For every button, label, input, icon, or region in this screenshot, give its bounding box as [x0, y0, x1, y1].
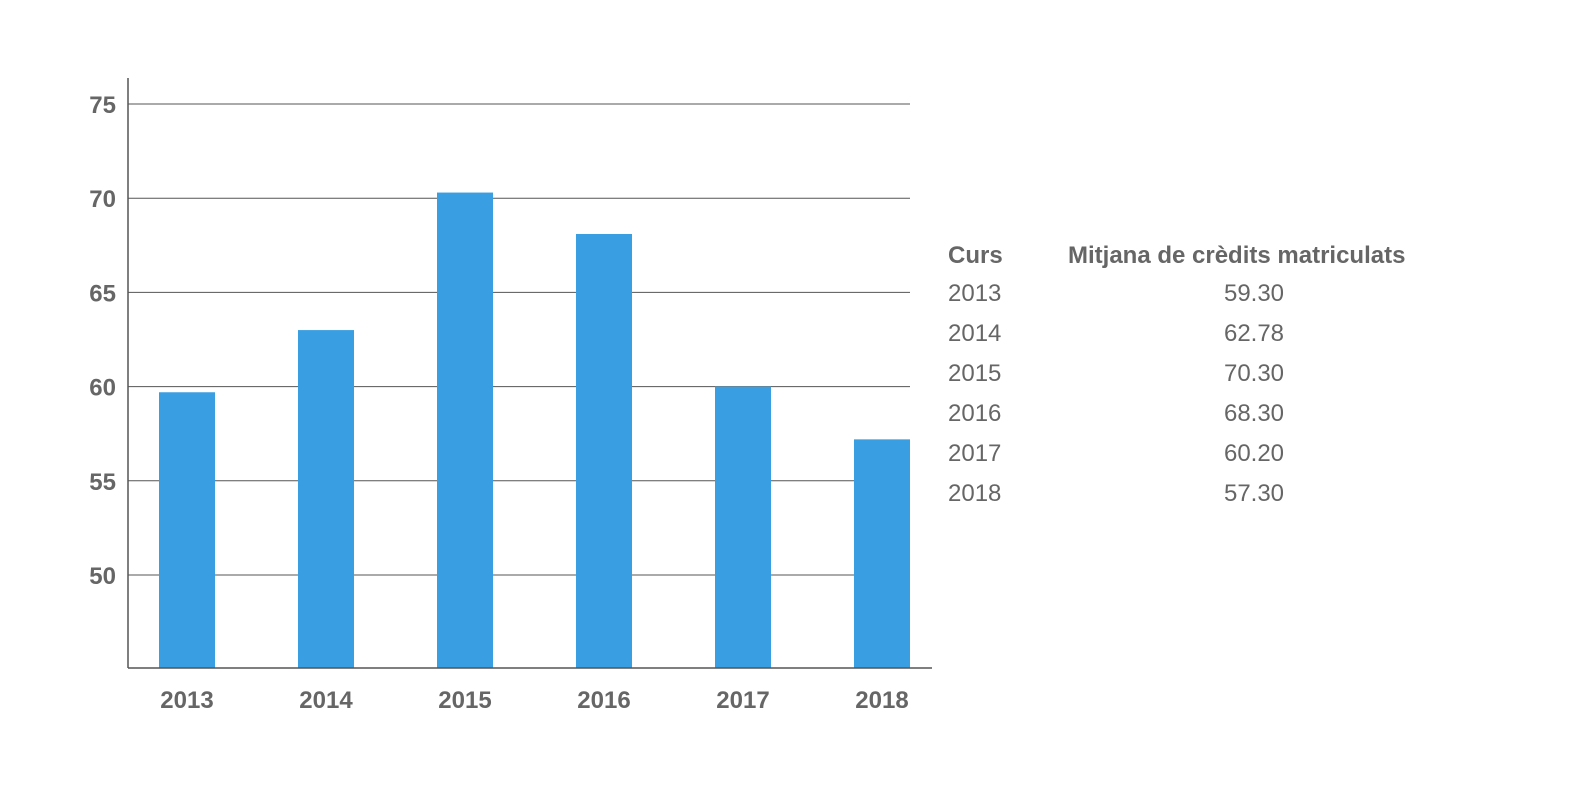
- y-tick-label: 50: [89, 563, 116, 590]
- bar-2017: [715, 386, 771, 668]
- y-tick-label: 65: [89, 280, 116, 307]
- y-tick-labels: 50 55 60 65 70 75: [89, 92, 116, 590]
- table-cell-value: 59.30: [1223, 280, 1285, 307]
- y-tick-label: 70: [89, 186, 116, 213]
- table-cell-year: 2015: [948, 360, 1002, 387]
- table-cell-value: 60.20: [1223, 440, 1285, 467]
- bar-2016: [576, 233, 632, 668]
- table-row: 2013 59.30: [946, 274, 1440, 314]
- x-tick-label: 2014: [299, 687, 353, 714]
- table-cell-year: 2016: [948, 400, 1002, 427]
- x-tick-label: 2017: [716, 687, 769, 714]
- table-cell-value: 62.78: [1223, 320, 1285, 347]
- table-cell-value: 68.30: [1223, 400, 1285, 427]
- axes: [127, 78, 932, 669]
- data-table: Curs Mitjana de crèdits matriculats 2013…: [946, 238, 1440, 514]
- table-cell-year: 2013: [948, 280, 1002, 307]
- table-row: 2017 60.20: [946, 434, 1440, 474]
- x-tick-label: 2015: [438, 687, 491, 714]
- table-cell-year: 2014: [948, 320, 1002, 347]
- table-header-mitjana: Mitjana de crèdits matriculats: [1068, 242, 1406, 269]
- table-header-row: Curs Mitjana de crèdits matriculats: [946, 238, 1440, 274]
- bar-2015: [437, 192, 493, 668]
- y-tick-label: 55: [89, 469, 116, 496]
- table-header-curs: Curs: [948, 242, 1003, 269]
- bar-2013: [159, 392, 215, 668]
- bar-2018: [854, 439, 910, 668]
- table-row: 2014 62.78: [946, 314, 1440, 354]
- bar-chart: 50 55 60 65 70 75 2013 2014 2015 2016 2017 2018: [89, 78, 932, 714]
- table-row: 2018 57.30: [946, 474, 1440, 514]
- table-row: 2016 68.30: [946, 394, 1440, 434]
- gridlines: [128, 103, 910, 576]
- table-cell-year: 2017: [948, 440, 1002, 467]
- y-tick-label: 60: [89, 375, 116, 402]
- x-tick-label: 2016: [577, 687, 630, 714]
- x-tick-labels: 2013 2014 2015 2016 2017 2018: [160, 687, 908, 714]
- y-tick-label: 75: [89, 92, 116, 119]
- table-cell-value: 57.30: [1223, 480, 1285, 507]
- table-cell-year: 2018: [948, 480, 1002, 507]
- bar-2014: [298, 330, 354, 668]
- bars: [159, 192, 910, 668]
- x-tick-label: 2018: [855, 687, 908, 714]
- x-tick-label: 2013: [160, 687, 213, 714]
- table-cell-value: 70.30: [1223, 360, 1285, 387]
- table-row: 2015 70.30: [946, 354, 1440, 394]
